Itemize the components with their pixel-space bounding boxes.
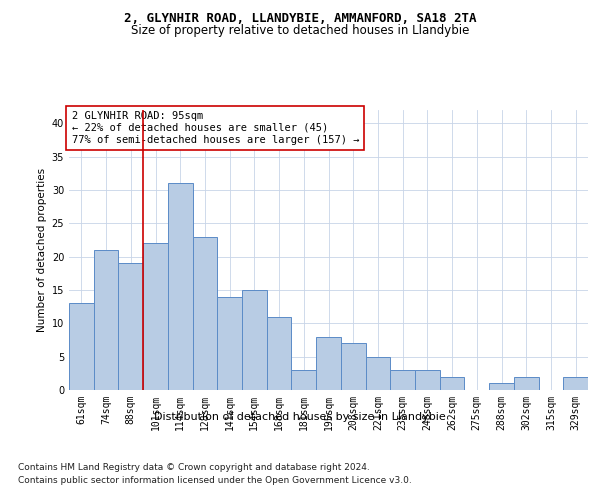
Bar xyxy=(217,296,242,390)
Bar xyxy=(341,344,365,390)
Bar xyxy=(168,184,193,390)
Bar xyxy=(316,336,341,390)
Text: 2, GLYNHIR ROAD, LLANDYBIE, AMMANFORD, SA18 2TA: 2, GLYNHIR ROAD, LLANDYBIE, AMMANFORD, S… xyxy=(124,12,476,26)
Bar xyxy=(69,304,94,390)
Bar xyxy=(390,370,415,390)
Text: Contains HM Land Registry data © Crown copyright and database right 2024.: Contains HM Land Registry data © Crown c… xyxy=(18,462,370,471)
Text: Contains public sector information licensed under the Open Government Licence v3: Contains public sector information licen… xyxy=(18,476,412,485)
Bar xyxy=(267,316,292,390)
Bar xyxy=(118,264,143,390)
Bar xyxy=(94,250,118,390)
Bar xyxy=(489,384,514,390)
Text: Size of property relative to detached houses in Llandybie: Size of property relative to detached ho… xyxy=(131,24,469,37)
Bar xyxy=(440,376,464,390)
Text: 2 GLYNHIR ROAD: 95sqm
← 22% of detached houses are smaller (45)
77% of semi-deta: 2 GLYNHIR ROAD: 95sqm ← 22% of detached … xyxy=(71,112,359,144)
Bar xyxy=(292,370,316,390)
Bar xyxy=(242,290,267,390)
Bar xyxy=(415,370,440,390)
Text: Distribution of detached houses by size in Llandybie: Distribution of detached houses by size … xyxy=(154,412,446,422)
Bar xyxy=(514,376,539,390)
Bar xyxy=(365,356,390,390)
Bar xyxy=(143,244,168,390)
Bar xyxy=(193,236,217,390)
Bar xyxy=(563,376,588,390)
Y-axis label: Number of detached properties: Number of detached properties xyxy=(37,168,47,332)
